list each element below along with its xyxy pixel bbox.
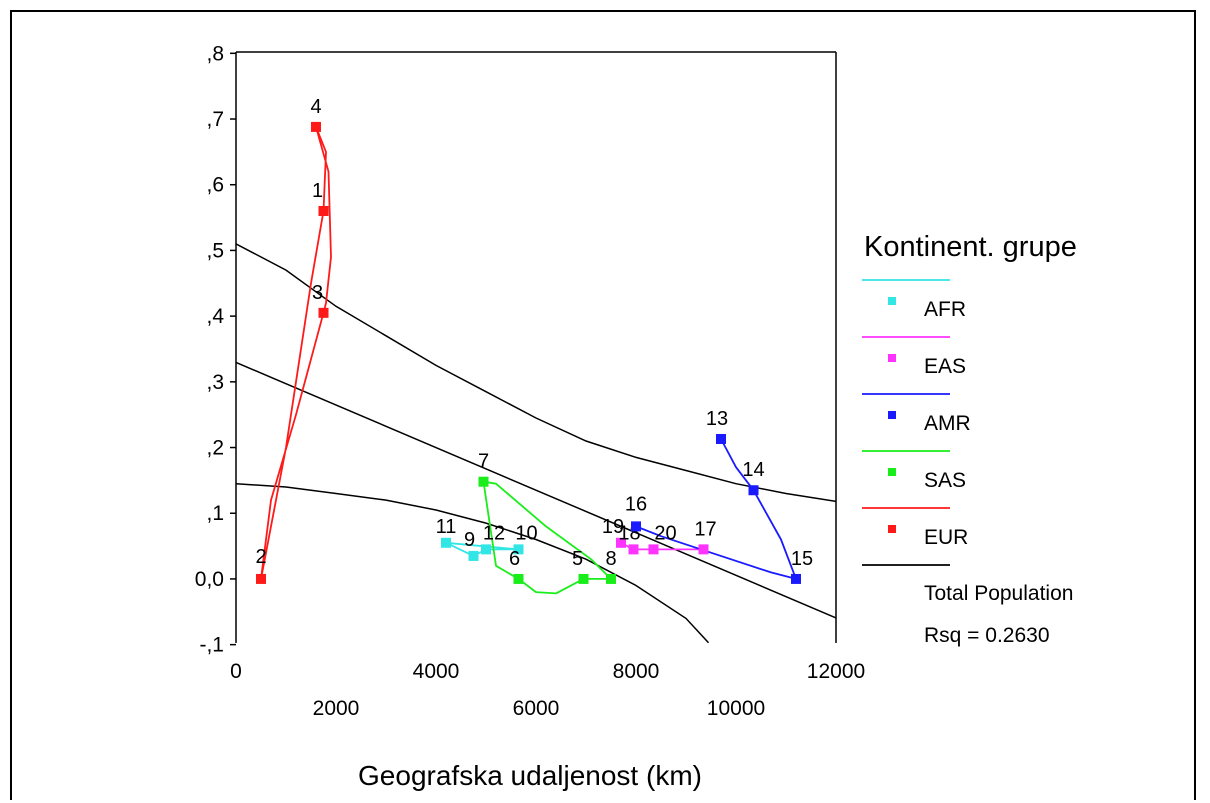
point-label: 4 xyxy=(310,96,321,118)
legend-label-afr: AFR xyxy=(924,298,966,321)
data-point-eur xyxy=(256,573,266,584)
legend-rsq: Rsq = 0.2630 xyxy=(924,624,1050,647)
x-tick-label: 4000 xyxy=(413,660,460,683)
point-label: 17 xyxy=(694,518,716,540)
data-point-amr xyxy=(631,521,641,532)
series-line-amr xyxy=(635,438,797,580)
legend-marker-eur xyxy=(888,525,896,533)
y-tick-label: ,6 xyxy=(206,174,224,197)
point-label: 19 xyxy=(602,516,624,538)
data-point-eas xyxy=(628,544,639,555)
y-tick-label: ,2 xyxy=(206,437,224,460)
data-point-amr xyxy=(748,485,759,496)
x-tick-label: 6000 xyxy=(513,697,560,720)
point-label: 1 xyxy=(312,180,323,202)
point-label: 7 xyxy=(478,451,489,473)
data-point-eur xyxy=(318,206,329,217)
x-tick-label: 0 xyxy=(230,660,242,683)
y-tick-label: -,1 xyxy=(199,634,224,657)
legend-label-eur: EUR xyxy=(924,526,968,549)
legend-marker-afr xyxy=(888,297,896,305)
data-point-eur xyxy=(311,121,321,132)
y-tick-label: 0,0 xyxy=(195,568,224,591)
data-point-sas xyxy=(478,476,489,487)
data-point-sas xyxy=(578,573,589,584)
point-label: 10 xyxy=(515,522,537,544)
data-point-afr xyxy=(513,544,524,555)
point-label: 11 xyxy=(436,516,457,538)
regression-line xyxy=(236,361,836,619)
data-point-eas xyxy=(648,544,659,555)
y-tick-label: ,5 xyxy=(206,239,224,262)
data-point-eur xyxy=(318,307,329,318)
chart-frame xyxy=(10,10,1196,800)
y-tick-label: ,7 xyxy=(206,108,224,131)
legend-label-total: Total Population xyxy=(924,582,1073,605)
legend-marker-amr xyxy=(888,411,896,419)
point-label: 12 xyxy=(483,522,505,544)
series-line-eas xyxy=(620,542,704,551)
data-point-afr xyxy=(468,550,479,561)
point-label: 14 xyxy=(742,459,764,481)
x-tick-label: 2000 xyxy=(313,697,360,720)
x-axis-title: Geografska udaljenost (km) xyxy=(358,760,702,791)
point-label: 3 xyxy=(312,282,323,304)
legend-label-amr: AMR xyxy=(924,412,971,435)
point-label: 5 xyxy=(572,548,583,570)
y-tick-label: ,3 xyxy=(206,371,224,394)
confidence-upper-curve xyxy=(236,243,836,503)
legend-marker-sas xyxy=(888,468,896,476)
data-point-eas xyxy=(616,537,626,548)
x-tick-label: 12000 xyxy=(807,660,865,683)
legend-label-sas: SAS xyxy=(924,469,966,492)
y-tick-label: ,4 xyxy=(206,305,224,328)
data-point-eas xyxy=(698,544,709,555)
y-tick-label: ,8 xyxy=(206,42,224,65)
data-point-sas xyxy=(513,573,524,584)
point-label: 6 xyxy=(509,548,520,570)
y-tick-label: ,1 xyxy=(206,502,224,525)
data-point-amr xyxy=(716,433,726,444)
point-label: 16 xyxy=(625,493,647,515)
data-point-sas xyxy=(606,573,616,584)
legend-marker-eas xyxy=(888,354,896,362)
legend-title: Kontinent. grupe xyxy=(864,231,1077,263)
point-label: 13 xyxy=(706,408,728,430)
x-tick-label: 10000 xyxy=(707,697,765,720)
point-label: 15 xyxy=(791,548,813,570)
data-point-amr xyxy=(791,573,801,584)
point-label: 9 xyxy=(464,529,475,551)
x-tick-label: 8000 xyxy=(613,660,660,683)
legend-label-eas: EAS xyxy=(924,355,966,378)
point-label: 8 xyxy=(605,548,616,570)
point-label: 2 xyxy=(255,546,266,568)
point-label: 20 xyxy=(654,522,676,544)
series-line-eur xyxy=(260,126,332,580)
data-point-afr xyxy=(441,537,451,548)
data-point-afr xyxy=(481,544,491,555)
confidence-lower-curve xyxy=(236,482,710,644)
